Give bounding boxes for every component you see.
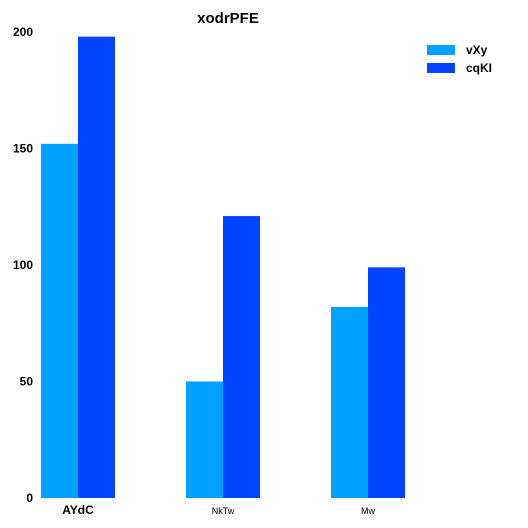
legend-label-vXy: vXy xyxy=(466,43,488,57)
x-tick-label: Mw xyxy=(361,506,375,516)
bar-vXy-NkTw xyxy=(186,381,223,498)
x-axis-ticks: AYdC NkTw Mw xyxy=(62,503,375,517)
legend: vXy cqKI xyxy=(427,43,492,75)
chart-title: xodrPFE xyxy=(197,10,259,27)
y-tick-label: 200 xyxy=(13,25,33,39)
legend-label-cqKI: cqKI xyxy=(466,61,492,75)
y-axis-ticks: 0 50 100 150 200 xyxy=(13,25,33,505)
y-tick-label: 50 xyxy=(20,375,34,389)
bars-group xyxy=(41,36,405,498)
y-tick-label: 150 xyxy=(13,142,33,156)
legend-swatch-cqKI xyxy=(427,63,455,73)
y-tick-label: 100 xyxy=(13,258,33,272)
y-tick-label: 0 xyxy=(26,491,33,505)
bar-cqKI-AYdC xyxy=(78,36,115,498)
bar-vXy-AYdC xyxy=(41,143,78,498)
x-tick-label: NkTw xyxy=(212,506,235,516)
bar-cqKI-NkTw xyxy=(223,216,260,498)
bar-cqKI-Mw xyxy=(368,267,405,498)
legend-swatch-vXy xyxy=(427,45,455,55)
x-tick-label: AYdC xyxy=(62,503,94,517)
bar-vXy-Mw xyxy=(331,306,368,498)
